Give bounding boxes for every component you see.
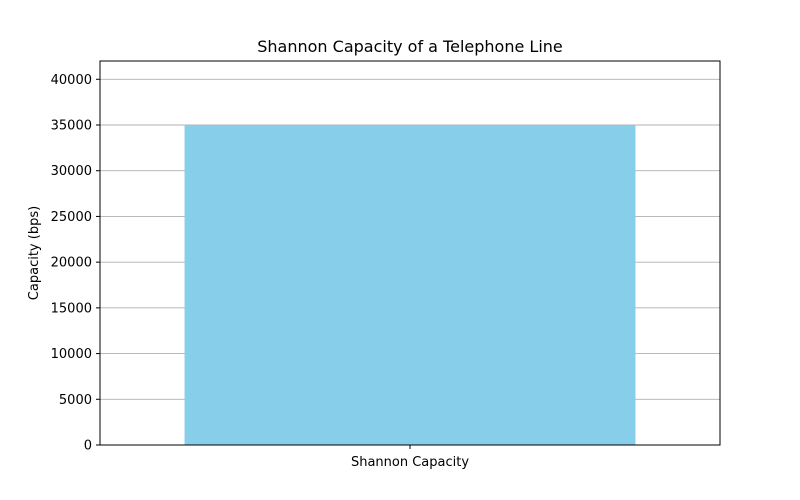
y-tick-label: 35000	[51, 119, 92, 134]
y-tick-label: 15000	[51, 301, 92, 316]
chart-title: Shannon Capacity of a Telephone Line	[257, 37, 563, 56]
bars	[184, 125, 636, 445]
y-axis-label: Capacity (bps)	[27, 206, 42, 300]
tick-labels: 0 5000 10000 15000 20000 25000 30000 35000 40000…	[51, 73, 470, 470]
y-tick-label: 25000	[51, 210, 92, 225]
axes	[96, 60, 721, 449]
plot-frame	[99, 60, 721, 446]
y-tick-label: 0	[84, 439, 92, 454]
y-tick-label: 5000	[59, 393, 92, 408]
y-tick-label: 10000	[51, 347, 92, 362]
y-tick-label: 40000	[51, 73, 92, 88]
x-tick-label: Shannon Capacity	[351, 455, 469, 470]
bar-shannon-capacity	[184, 125, 636, 445]
y-tick-label: 30000	[51, 164, 92, 179]
y-tick-label: 20000	[51, 256, 92, 271]
